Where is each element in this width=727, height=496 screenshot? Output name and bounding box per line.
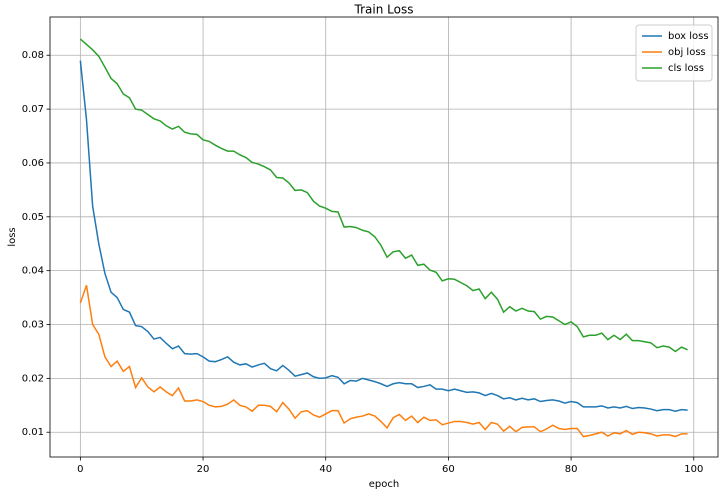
line-series	[79, 284, 688, 438]
legend-label: cls loss	[668, 63, 704, 74]
y-tick-label: 0.02	[22, 373, 44, 384]
x-tick-label: 60	[442, 464, 455, 475]
line-series	[79, 38, 688, 353]
y-tick-label: 0.07	[22, 104, 44, 115]
x-tick-label: 20	[197, 464, 210, 475]
y-tick-label: 0.03	[22, 320, 44, 331]
plot-frame	[49, 16, 719, 458]
chart-title: Train Loss	[354, 3, 414, 17]
y-tick-label: 0.04	[22, 266, 44, 277]
x-tick-label: 80	[565, 464, 578, 475]
legend-label: box loss	[668, 31, 709, 42]
y-tick-label: 0.05	[22, 212, 44, 223]
line-series	[79, 60, 688, 412]
x-tick-label: 40	[319, 464, 332, 475]
legend-box	[635, 24, 713, 82]
x-tick-label: 100	[684, 464, 703, 475]
y-tick-label: 0.08	[22, 50, 44, 61]
legend-label: obj loss	[668, 47, 706, 58]
y-axis-label: loss	[7, 227, 18, 246]
y-tick-label: 0.01	[22, 427, 44, 438]
x-axis-label: epoch	[369, 479, 399, 490]
x-tick-label: 0	[77, 464, 83, 475]
y-tick-label: 0.06	[22, 158, 44, 169]
